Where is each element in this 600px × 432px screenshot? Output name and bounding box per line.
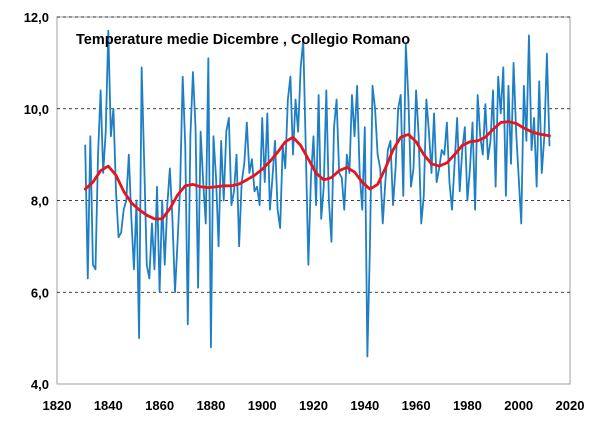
x-tick-label-6: 1940 [350,398,379,413]
x-tick-label-8: 1980 [453,398,482,413]
x-tick-label-1: 1840 [94,398,123,413]
y-axis-ticks: 4,0 6,0 8,0 10,0 12,0 [24,10,49,392]
chart-title: Temperature medie Dicembre , Collegio Ro… [76,32,410,48]
x-tick-label-0: 1820 [43,398,72,413]
y-tick-label-3: 10,0 [24,102,49,117]
x-tick-label-10: 2020 [556,398,585,413]
y-tick-label-2: 8,0 [31,194,49,209]
x-tick-label-2: 1860 [145,398,174,413]
y-tick-label-0: 4,0 [31,377,49,392]
x-axis-ticks: 1820 1840 1860 1880 1900 1920 1940 1960 1980 2000… [43,398,585,413]
x-tick-label-9: 2000 [504,398,533,413]
plot-area [57,17,570,384]
chart: 4,0 6,0 8,0 10,0 12,0 1820 1840 1860 1880 1900 19… [0,0,600,432]
x-tick-label-7: 1960 [402,398,431,413]
x-tick-label-4: 1900 [248,398,277,413]
y-tick-label-4: 12,0 [24,10,49,25]
x-tick-label-5: 1920 [299,398,328,413]
x-tick-label-3: 1880 [196,398,225,413]
y-tick-label-1: 6,0 [31,285,49,300]
